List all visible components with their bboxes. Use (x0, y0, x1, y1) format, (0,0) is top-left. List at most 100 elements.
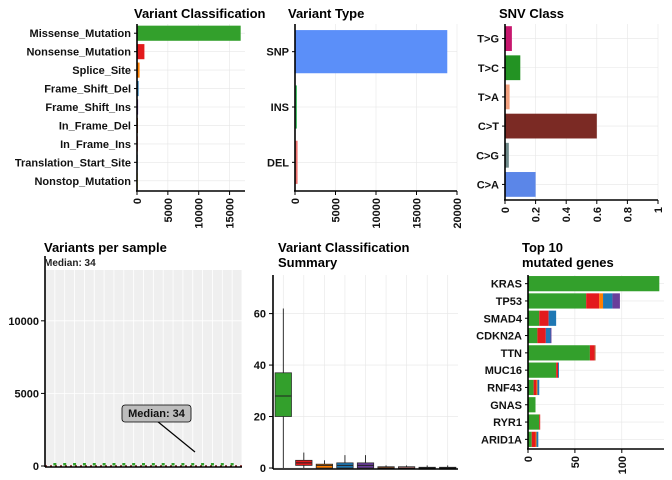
category-label: Frame_Shift_Ins (45, 102, 131, 114)
bar (505, 142, 509, 168)
x-tick-label: 0.2 (531, 207, 543, 222)
sample-bar (171, 463, 175, 466)
category-label: KRAS (491, 279, 522, 291)
chart-title: Variants per sample (44, 240, 167, 255)
bar (505, 172, 536, 197)
sample-bar (132, 463, 136, 466)
x-tick-label: 1 (653, 207, 665, 213)
chart-subtitle: Median: 34 (44, 258, 96, 269)
chart-title: Top 10 (522, 240, 563, 255)
x-tick-label: 5000 (163, 198, 175, 222)
bar-segment (545, 327, 551, 344)
category-label: RNF43 (487, 382, 522, 394)
bar (295, 30, 448, 74)
category-label: ARID1A (481, 434, 522, 446)
category-label: Nonsense_Mutation (26, 47, 131, 59)
bar (295, 85, 297, 129)
category-label: INS (271, 102, 289, 114)
sample-bar (161, 463, 165, 466)
x-tick-label: 20000 (452, 198, 464, 229)
bar-segment (548, 310, 557, 326)
bar-segment (528, 379, 534, 396)
sample-bar (230, 463, 234, 466)
x-tick-label: 0 (500, 207, 512, 213)
bar (505, 84, 510, 110)
x-tick-label: 10000 (194, 198, 206, 229)
annotation-leader (156, 420, 196, 453)
sample-bar (82, 463, 86, 466)
sample-bar (73, 463, 77, 466)
bar-segment (531, 431, 536, 447)
sample-bar (122, 463, 126, 466)
category-label: In_Frame_Del (59, 120, 131, 132)
bar (137, 80, 139, 97)
chart-title: SNV Class (499, 6, 564, 21)
annotation-box (121, 404, 192, 423)
sample-bar (142, 463, 145, 466)
bar-segment (612, 293, 620, 309)
bar-segment (528, 431, 532, 447)
category-label: C>T (478, 121, 499, 133)
chart-title: Variant Type (288, 6, 364, 21)
bar-segment (537, 327, 546, 344)
panel-vt: SNP INS DEL 0 5000 10000 15000 20000 Variant Typ… (266, 6, 464, 229)
y-tick-label: 0 (260, 463, 266, 475)
category-label: T>G (477, 34, 499, 46)
bar-segment (535, 431, 537, 447)
panel-vps: 0 5000 10000 Median: 34 Variants per sample M… (8, 240, 243, 473)
bar-segment (536, 431, 539, 447)
chart-title: Variant Classification (134, 6, 266, 21)
bar-segment (528, 276, 660, 292)
bar-segment (539, 414, 541, 430)
x-tick-label: 0 (132, 198, 144, 204)
category-label: SNP (266, 47, 289, 59)
bar-segment (528, 345, 590, 361)
panel-snv: T>G T>C T>A C>T C>G C>A 0 0.2 0.4 0.6 0.8 1 SNV Clas… (476, 6, 665, 222)
bar-segment (550, 327, 552, 344)
sample-bar (102, 463, 106, 466)
x-tick-label: 100 (617, 456, 629, 474)
bar-segment (533, 379, 537, 396)
y-tick-label: 0 (33, 461, 39, 473)
category-label: T>A (478, 92, 499, 104)
x-tick-label: 50 (570, 456, 582, 468)
sample-bar (181, 463, 185, 466)
bar-segment (589, 345, 595, 361)
bar-segment (537, 379, 540, 396)
x-tick-label: 0 (523, 456, 535, 462)
box (274, 372, 292, 417)
bar-segment (536, 379, 538, 396)
sample-bar (92, 463, 96, 466)
category-label: TP53 (496, 296, 522, 308)
y-tick-label: 60 (254, 309, 266, 321)
category-label: Frame_Shift_Del (44, 84, 131, 96)
bar-segment (528, 362, 557, 378)
category-label: SMAD4 (483, 313, 522, 325)
category-label: T>C (478, 63, 499, 75)
bar (137, 62, 140, 78)
x-tick-label: 0.6 (592, 207, 604, 222)
bar (505, 55, 521, 81)
box (315, 463, 333, 469)
bar (137, 25, 241, 41)
bar-segment (528, 397, 536, 413)
bar-segment (594, 345, 596, 361)
y-tick-label: 5000 (15, 388, 39, 400)
sample-bar (220, 463, 224, 466)
category-label: Splice_Site (72, 65, 131, 77)
category-label: Missense_Mutation (30, 28, 132, 40)
category-label: MUC16 (485, 365, 522, 377)
sample-bar (53, 463, 57, 466)
x-tick-label: 0.8 (622, 207, 634, 222)
bar-segment (528, 327, 538, 344)
bar-segment (599, 293, 604, 309)
category-label: In_Frame_Ins (60, 139, 131, 151)
category-label: C>A (477, 179, 499, 191)
panel-vc: Missense_Mutation Nonsense_Mutation Splice… (15, 6, 266, 229)
annotation-label: Median: 34 (128, 408, 186, 420)
bar-segment (556, 362, 559, 378)
category-label: C>G (476, 150, 499, 162)
y-tick-label: 20 (254, 412, 266, 424)
bar-segment (528, 310, 540, 326)
